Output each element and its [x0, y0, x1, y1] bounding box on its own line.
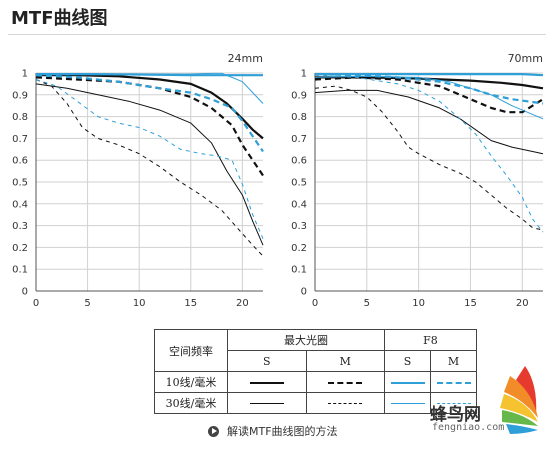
header-divider — [8, 34, 546, 35]
y-tick-label: 1 — [301, 69, 307, 80]
mtf-series-line — [315, 72, 544, 77]
mtf-series-line — [314, 74, 544, 233]
y-tick-label: 1 — [22, 69, 28, 80]
fengniao-watermark: 蜂鸟网 fengniao.com — [420, 356, 554, 449]
mtf-series-line — [314, 75, 544, 120]
legend-swatch-thick-black-dashed — [305, 371, 385, 393]
mtf-series-line — [314, 85, 544, 231]
mtf-series-line — [35, 83, 264, 246]
mtf-series-line — [35, 79, 264, 257]
x-tick-label: 0 — [33, 298, 39, 309]
y-tick-label: 0.7 — [291, 134, 307, 145]
x-tick-label: 10 — [412, 298, 425, 309]
x-tick-label: 20 — [236, 298, 249, 309]
legend-table: 空间频率 最大光圈 F8 S M S M 10线/毫米 30线/毫米 — [154, 329, 477, 414]
y-tick-label: 0.8 — [291, 112, 307, 123]
y-tick-label: 0.3 — [12, 221, 28, 232]
y-tick-label: 0.1 — [291, 265, 307, 276]
chart-title: 70mm — [508, 52, 543, 65]
legend-header-max-aperture: 最大光圈 — [227, 329, 385, 351]
legend-header-frequency: 空间频率 — [154, 329, 228, 372]
watermark-domain: fengniao.com — [432, 422, 505, 433]
legend-swatch-thick-black-solid — [227, 371, 307, 393]
x-tick-label: 15 — [464, 298, 477, 309]
y-tick-label: 0.9 — [12, 90, 28, 101]
mtf-chart-24mm: 00.10.20.30.40.50.60.70.80.910 5 10 15 2024m… — [12, 52, 264, 309]
y-tick-label: 0.6 — [12, 156, 28, 167]
legend-swatch-thin-blue-dashed — [430, 392, 477, 414]
legend-swatch-thin-black-solid — [227, 392, 307, 414]
y-tick-label: 0.7 — [12, 134, 28, 145]
y-tick-label: 0.8 — [12, 112, 28, 123]
mtf-series-line — [36, 74, 264, 140]
mtf-series-line — [314, 89, 544, 155]
guide-link[interactable]: 解读MTF曲线图的方法 — [208, 423, 338, 439]
legend-header-f8: F8 — [384, 329, 477, 351]
y-tick-label: 0.1 — [12, 265, 28, 276]
x-tick-label: 15 — [184, 298, 197, 309]
x-tick-label: 5 — [84, 298, 90, 309]
legend-col-m-f8: M — [430, 350, 477, 372]
fengniao-logo-icon — [500, 366, 538, 434]
y-tick-label: 0.2 — [12, 243, 28, 254]
watermark-brand: 蜂鸟网 — [430, 405, 481, 425]
y-tick-label: 0.6 — [291, 156, 307, 167]
mtf-chart-70mm: 00.10.20.30.40.50.60.70.80.910 5 10 15 2070m… — [291, 52, 544, 309]
chart-title: 24mm — [228, 52, 263, 65]
y-tick-label: 0 — [301, 287, 307, 298]
mtf-series-line — [314, 76, 544, 114]
legend-row-30lp: 30线/毫米 — [154, 392, 228, 414]
x-tick-label: 5 — [364, 298, 370, 309]
x-tick-label: 20 — [516, 298, 529, 309]
y-tick-label: 0.5 — [12, 178, 28, 189]
mtf-series-line — [35, 79, 264, 239]
mtf-charts: 00.10.20.30.40.50.60.70.80.910 5 10 15 2024m… — [12, 52, 544, 309]
logo-feather-orange — [504, 376, 538, 418]
y-tick-label: 0.9 — [291, 90, 307, 101]
y-tick-label: 0.4 — [291, 199, 307, 210]
legend-row-10lp: 10线/毫米 — [154, 371, 228, 393]
legend-col-s-wide: S — [227, 350, 307, 372]
y-tick-label: 0.3 — [291, 221, 307, 232]
legend-swatch-thin-black-dashed — [305, 392, 385, 414]
y-tick-label: 0.4 — [12, 199, 28, 210]
legend-col-m-wide: M — [305, 350, 385, 372]
x-tick-label: 10 — [133, 298, 146, 309]
y-tick-label: 0 — [22, 287, 28, 298]
y-tick-label: 0.2 — [291, 243, 307, 254]
logo-feather-green — [502, 410, 538, 426]
y-tick-label: 0.5 — [291, 178, 307, 189]
mtf-series-line — [35, 74, 264, 153]
logo-feather-yellow — [500, 394, 538, 422]
play-icon — [208, 425, 219, 437]
x-tick-label: 0 — [312, 298, 318, 309]
guide-link-label[interactable]: 解读MTF曲线图的方法 — [227, 425, 338, 438]
page-title: MTF曲线图 — [11, 8, 108, 29]
mtf-series-line — [36, 72, 264, 104]
header: MTF曲线图 — [0, 0, 554, 42]
logo-feather-blue — [506, 424, 538, 434]
